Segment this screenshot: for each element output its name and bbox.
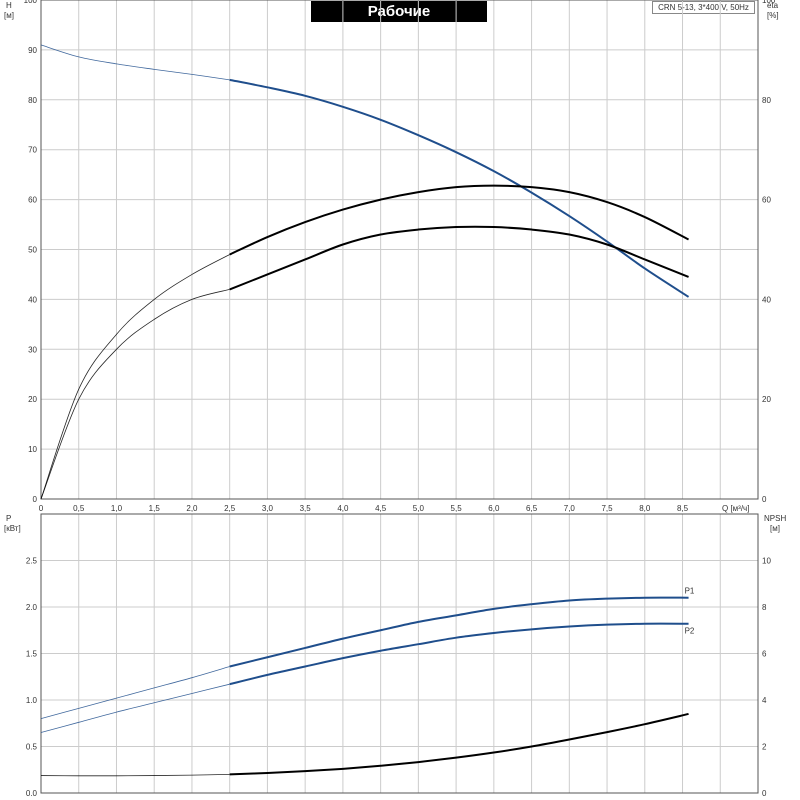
h-tick-label: 10 [28, 445, 37, 454]
npsh-tick-label: 10 [762, 557, 771, 566]
x-tick-label: 3,5 [300, 504, 312, 513]
h-tick-label: 100 [24, 0, 38, 5]
npsh-tick-label: 0 [762, 789, 767, 798]
x-tick-label: 6,5 [526, 504, 538, 513]
npsh-tick-label: 4 [762, 696, 767, 705]
p2-curve-extended [40, 683, 230, 733]
x-tick-label: 2,5 [224, 504, 236, 513]
p-tick-label: 0.0 [26, 789, 38, 798]
x-tick-label: 7,0 [564, 504, 576, 513]
h-tick-label: 30 [28, 345, 37, 354]
p1-series-label: P1 [685, 587, 695, 596]
p-tick-label: 1.0 [26, 696, 38, 705]
npsh-curve-extended [40, 774, 230, 777]
p2-curve [229, 622, 689, 686]
p1-curve-extended [40, 666, 230, 719]
npsh-axis-unit: [м] [770, 524, 780, 533]
eta-tick-label: 0 [762, 495, 767, 504]
h-tick-label: 50 [28, 246, 37, 255]
x-tick-label: 4,5 [375, 504, 387, 513]
eta-axis-label: eta [767, 1, 779, 10]
p-tick-label: 0.5 [26, 743, 38, 752]
p-axis-label: P [6, 514, 11, 523]
x-tick-label: 0,5 [73, 504, 85, 513]
q-axis-label: Q [м³/ч] [722, 504, 749, 513]
p-tick-label: 2.5 [26, 557, 38, 566]
x-tick-label: 3,0 [262, 504, 274, 513]
x-tick-label: 5,0 [413, 504, 425, 513]
h-tick-label: 20 [28, 395, 37, 404]
npsh-curve [229, 712, 689, 776]
h-tick-label: 90 [28, 46, 37, 55]
x-tick-label: 7,5 [601, 504, 613, 513]
eta-tick-label: 60 [762, 196, 771, 205]
eta-tick-label: 80 [762, 96, 771, 105]
x-tick-label: 1,0 [111, 504, 123, 513]
eta_upper-curve [229, 184, 690, 256]
eta-axis-unit: [%] [767, 11, 779, 20]
eta_upper-curve-extended [40, 254, 230, 500]
p1-curve [229, 596, 689, 668]
pump-model-label: CRN 5-13, 3*400 V, 50Hz [652, 1, 755, 14]
npsh-axis-label: NPSH [764, 514, 786, 523]
eta-tick-label: 20 [762, 395, 771, 404]
npsh-tick-label: 6 [762, 650, 767, 659]
lower-plot-frame [40, 513, 759, 794]
x-tick-label: 8,5 [677, 504, 689, 513]
p-tick-label: 2.0 [26, 603, 38, 612]
p-tick-label: 1.5 [26, 650, 38, 659]
x-tick-label: 2,0 [186, 504, 198, 513]
npsh-tick-label: 2 [762, 743, 767, 752]
h-axis-label: H [6, 1, 12, 10]
x-tick-label: 5,5 [451, 504, 463, 513]
h-tick-label: 60 [28, 196, 37, 205]
head-curve [229, 78, 690, 298]
x-tick-label: 8,0 [639, 504, 651, 513]
x-tick-label: 4,0 [337, 504, 349, 513]
chart-title: Рабочие характеристики [311, 1, 487, 41]
eta-curve-extended [40, 289, 230, 500]
p2-series-label: P2 [685, 627, 695, 636]
h-tick-label: 70 [28, 146, 37, 155]
x-tick-label: 1,5 [149, 504, 161, 513]
h-tick-label: 0 [33, 495, 38, 504]
h-axis-unit: [м] [4, 11, 14, 20]
upper-plot-frame [40, 0, 759, 500]
eta-tick-label: 40 [762, 295, 771, 304]
eta-tick-label: 100 [762, 0, 776, 5]
x-tick-label: 6,0 [488, 504, 500, 513]
x-tick-label: 0 [39, 504, 44, 513]
p-axis-unit: [кВт] [4, 524, 21, 533]
head-curve-extended [40, 44, 230, 81]
eta-curve [229, 225, 689, 291]
h-tick-label: 80 [28, 96, 37, 105]
h-tick-label: 40 [28, 295, 37, 304]
npsh-tick-label: 8 [762, 603, 767, 612]
